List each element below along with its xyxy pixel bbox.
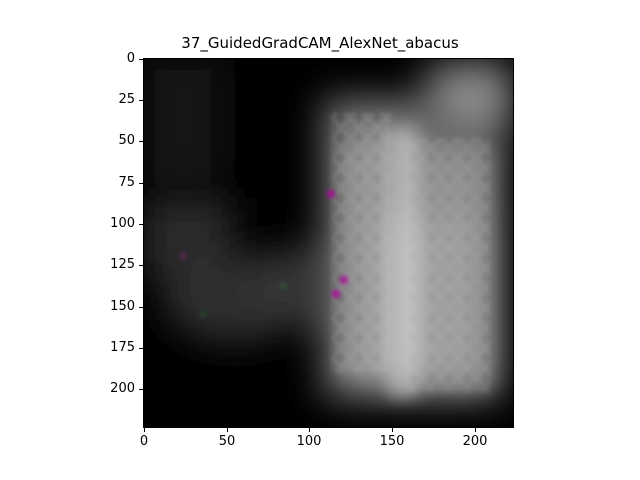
x-tick-mark	[227, 428, 228, 432]
y-tick-label: 125	[110, 257, 135, 272]
y-tick-label: 175	[110, 340, 135, 355]
y-tick-label: 50	[118, 133, 135, 148]
x-tick-label: 100	[296, 434, 322, 449]
y-tick-label: 150	[110, 299, 135, 314]
image-axes	[143, 58, 514, 428]
y-tick-mark	[139, 59, 143, 60]
x-tick-mark	[144, 428, 145, 432]
y-tick-mark	[139, 265, 143, 266]
y-tick-label: 200	[110, 381, 135, 396]
y-tick-label: 25	[118, 92, 135, 107]
x-tick-label: 150	[379, 434, 405, 449]
x-tick-mark	[475, 428, 476, 432]
x-tick-label: 50	[218, 434, 236, 449]
y-tick-mark	[139, 389, 143, 390]
heatmap-image	[143, 58, 513, 398]
y-tick-mark	[139, 183, 143, 184]
y-tick-mark	[139, 141, 143, 142]
y-tick-mark	[139, 307, 143, 308]
y-tick-mark	[139, 100, 143, 101]
y-tick-label: 75	[118, 175, 135, 190]
y-tick-mark	[139, 224, 143, 225]
image-title: 37_GuidedGradCAM_AlexNet_abacus	[181, 34, 459, 52]
x-tick-mark	[392, 428, 393, 432]
y-tick-label: 0	[126, 51, 135, 66]
x-tick-label: 0	[139, 434, 149, 449]
x-tick-label: 200	[462, 434, 488, 449]
saliency-spots	[180, 190, 348, 317]
bead-texture	[331, 113, 490, 393]
y-tick-mark	[139, 348, 143, 349]
x-tick-mark	[309, 428, 310, 432]
y-tick-label: 100	[110, 216, 135, 231]
